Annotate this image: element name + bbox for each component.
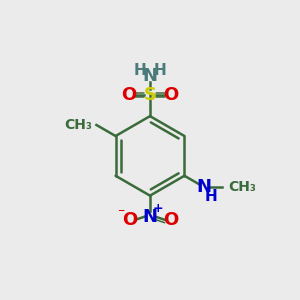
Text: O: O [121, 86, 136, 104]
Text: O: O [164, 86, 179, 104]
Text: N: N [196, 178, 211, 196]
Text: ⁻: ⁻ [118, 206, 125, 220]
Text: CH₃: CH₃ [64, 118, 92, 132]
Text: CH₃: CH₃ [228, 180, 256, 194]
Text: O: O [163, 211, 178, 229]
Text: N: N [142, 67, 158, 85]
Text: S: S [143, 86, 157, 104]
Text: H: H [205, 189, 217, 204]
Text: H: H [133, 63, 146, 78]
Text: O: O [122, 211, 137, 229]
Text: N: N [142, 208, 158, 226]
Text: H: H [154, 63, 167, 78]
Text: +: + [153, 202, 164, 215]
